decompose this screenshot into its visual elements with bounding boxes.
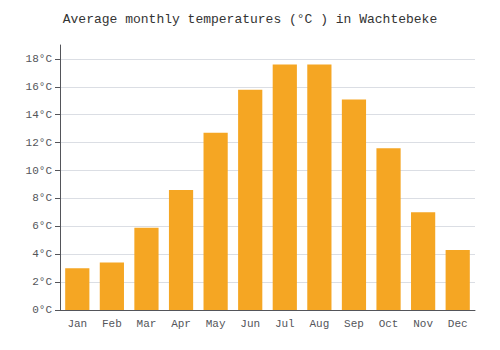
svg-text:Nov: Nov <box>413 318 433 330</box>
svg-text:14°C: 14°C <box>26 109 53 121</box>
svg-text:10°C: 10°C <box>26 165 53 177</box>
svg-text:0°C: 0°C <box>32 304 52 316</box>
svg-text:Feb: Feb <box>102 318 122 330</box>
svg-text:4°C: 4°C <box>32 248 52 260</box>
svg-text:18°C: 18°C <box>26 53 53 65</box>
svg-text:12°C: 12°C <box>26 137 53 149</box>
svg-text:Jan: Jan <box>67 318 87 330</box>
svg-text:May: May <box>206 318 226 330</box>
svg-text:Aug: Aug <box>309 318 329 330</box>
svg-text:Oct: Oct <box>379 318 399 330</box>
svg-text:Jul: Jul <box>275 318 295 330</box>
svg-text:Sep: Sep <box>344 318 364 330</box>
svg-text:Jun: Jun <box>240 318 260 330</box>
svg-text:2°C: 2°C <box>32 276 52 288</box>
svg-text:6°C: 6°C <box>32 220 52 232</box>
svg-text:Apr: Apr <box>171 318 191 330</box>
svg-text:Mar: Mar <box>137 318 157 330</box>
svg-text:Average monthly temperatures (: Average monthly temperatures (°C ) in Wa… <box>63 12 437 27</box>
svg-text:8°C: 8°C <box>32 192 52 204</box>
svg-text:16°C: 16°C <box>26 81 53 93</box>
svg-text:Dec: Dec <box>448 318 468 330</box>
